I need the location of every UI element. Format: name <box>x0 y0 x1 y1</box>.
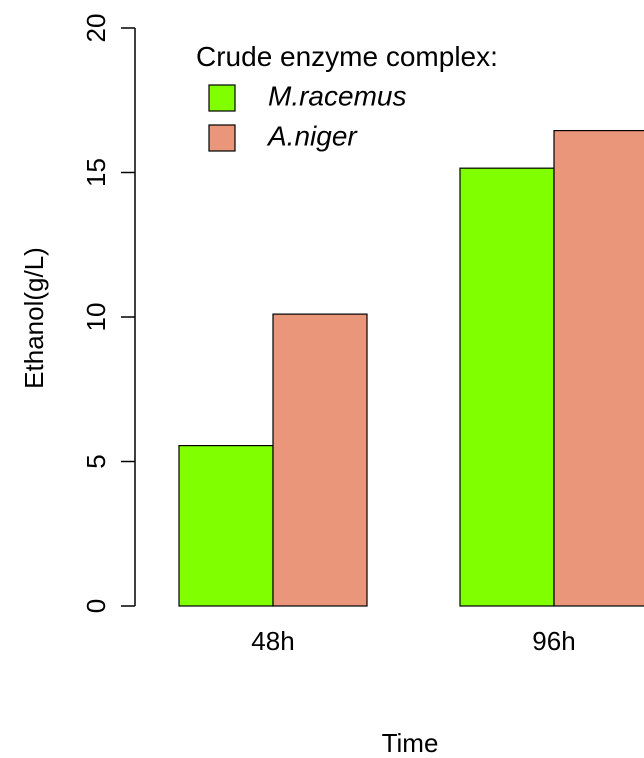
legend-title: Crude enzyme complex: <box>196 41 498 72</box>
legend-label: M.racemus <box>268 80 406 111</box>
legend-items: M.racemus A.niger <box>208 80 406 152</box>
y-tick-label: 10 <box>81 303 111 332</box>
legend-swatch <box>208 84 236 112</box>
legend-label: A.niger <box>266 120 358 151</box>
y-axis-ticks: 0 5 10 15 20 <box>81 14 135 613</box>
legend-swatch <box>208 124 236 152</box>
x-axis-title: Time <box>382 728 439 758</box>
x-tick-label: 48h <box>251 626 294 656</box>
bar <box>553 129 644 607</box>
y-tick-label: 15 <box>81 158 111 187</box>
x-axis-tick-labels: 48h 96h <box>251 626 575 656</box>
y-tick-label: 20 <box>81 14 111 43</box>
bar <box>459 167 555 607</box>
x-tick-label: 96h <box>532 626 575 656</box>
bar <box>178 445 274 607</box>
y-tick-label: 0 <box>81 599 111 613</box>
bars-layer <box>178 129 644 607</box>
legend: Crude enzyme complex: M.racemus A.niger <box>196 41 498 152</box>
y-tick-label: 5 <box>81 454 111 468</box>
bar <box>272 313 368 607</box>
y-axis-title: Ethanol(g/L) <box>19 247 49 389</box>
